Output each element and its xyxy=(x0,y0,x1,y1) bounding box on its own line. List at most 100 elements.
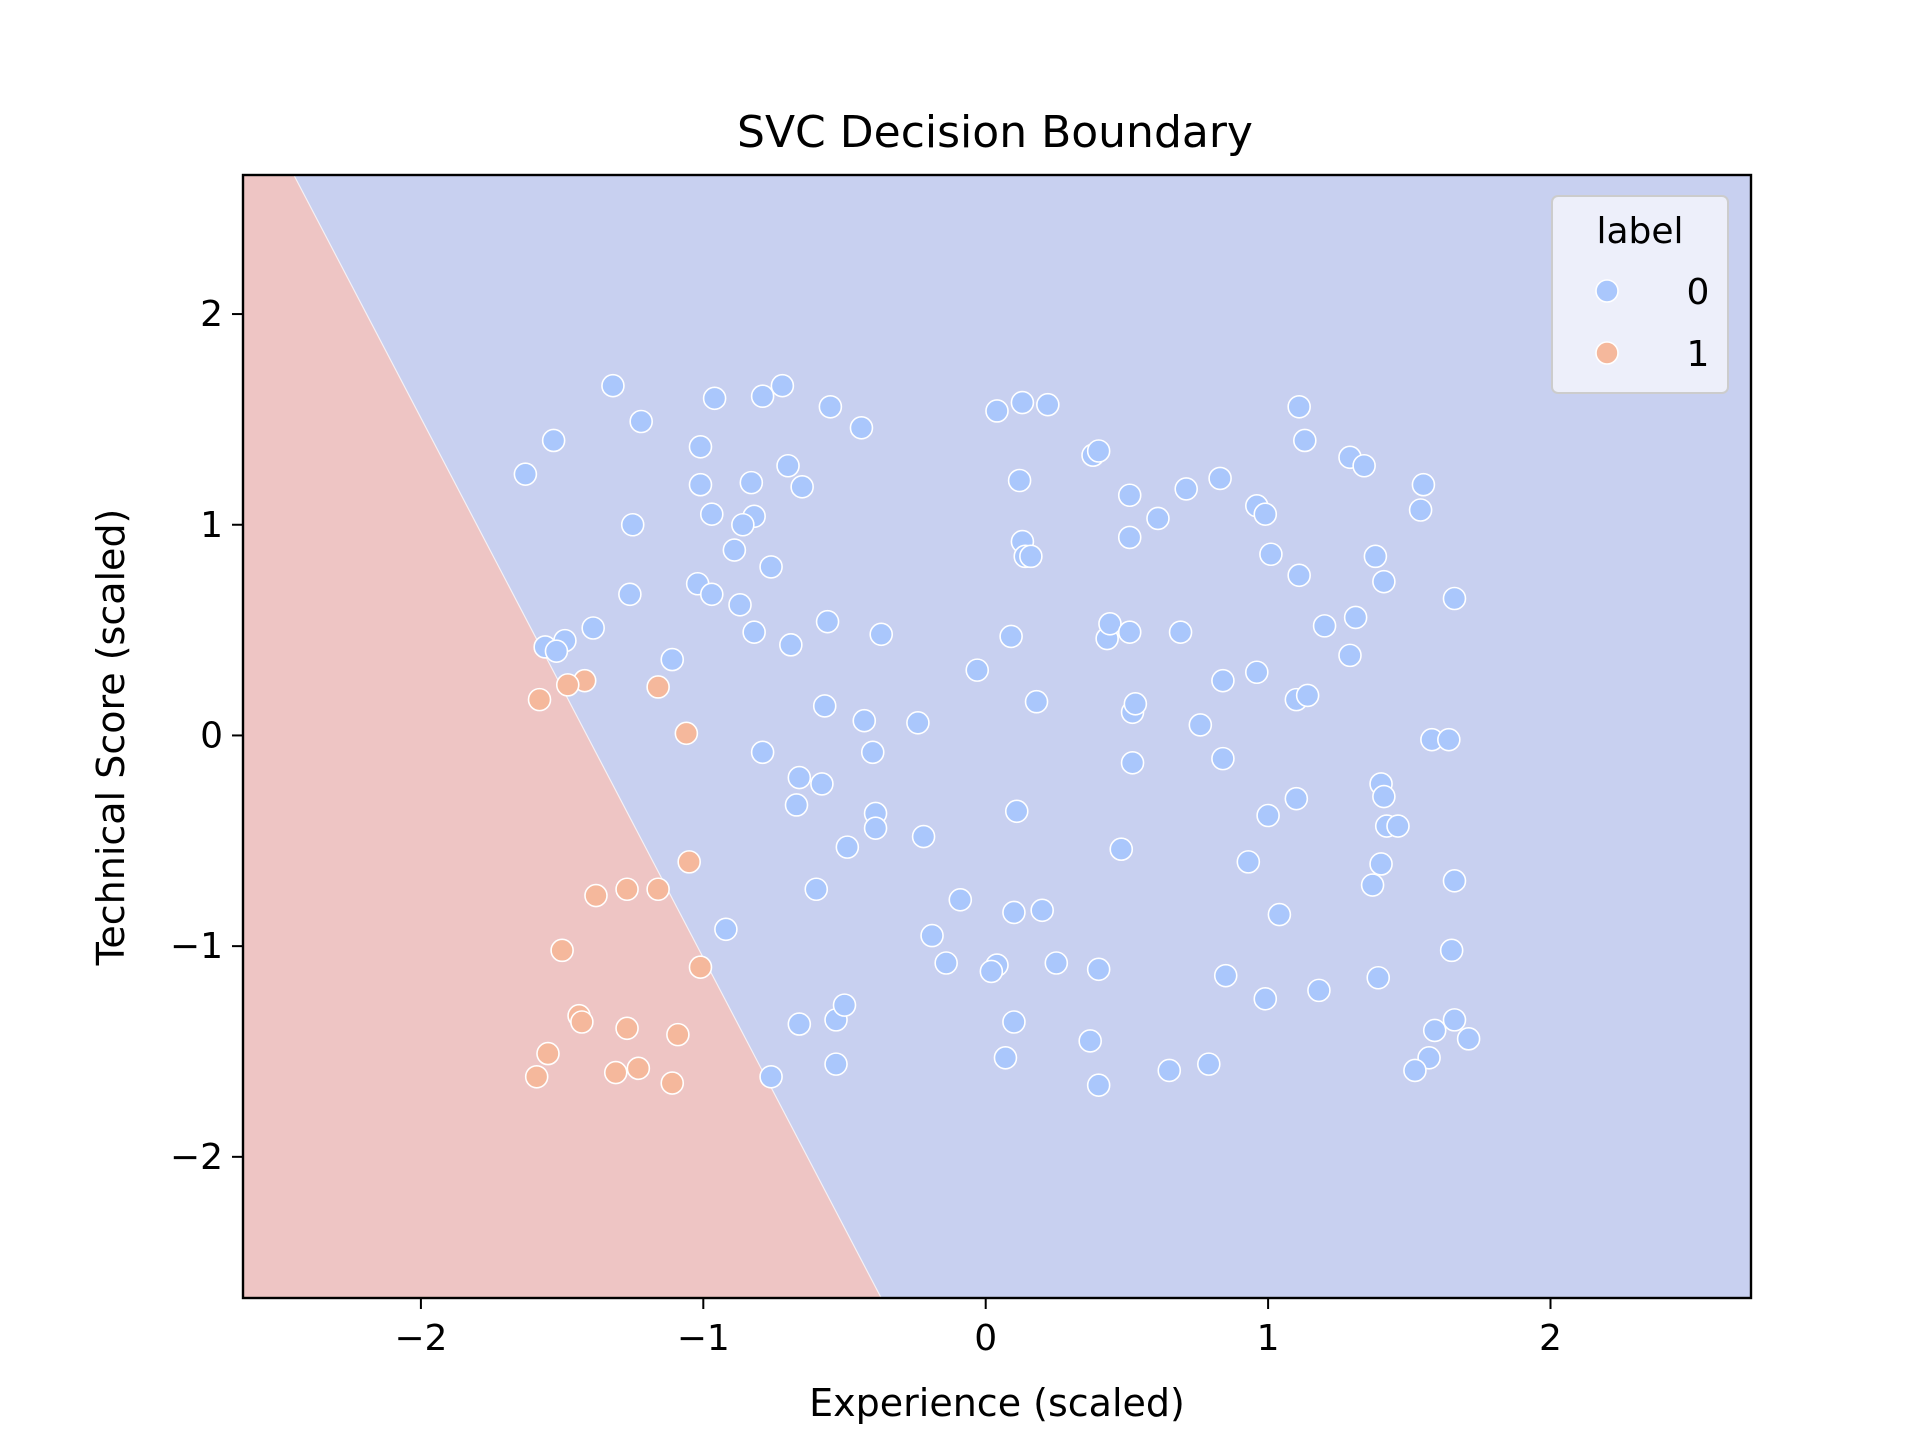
data-point-class-0 xyxy=(920,923,944,948)
data-point-class-0 xyxy=(1086,1073,1111,1097)
y-tick-label: 0 xyxy=(200,715,223,756)
data-point-class-0 xyxy=(779,633,803,657)
data-point-class-0 xyxy=(660,647,685,672)
data-point-class-0 xyxy=(1196,1052,1221,1076)
region-class-1 xyxy=(243,175,882,1298)
data-point-class-0 xyxy=(1098,611,1122,636)
data-point-class-0 xyxy=(731,512,755,537)
data-point-class-0 xyxy=(832,993,857,1017)
data-point-class-0 xyxy=(1211,746,1235,771)
data-point-class-0 xyxy=(1036,392,1060,417)
x-tick-label: −1 xyxy=(677,1318,730,1359)
region-class-0 xyxy=(293,175,1751,1298)
data-point-class-0 xyxy=(1369,852,1393,876)
data-point-class-0 xyxy=(869,622,894,647)
legend-box xyxy=(1551,195,1729,394)
legend-entries: 01 xyxy=(1595,272,1710,375)
data-point-class-0 xyxy=(1366,965,1391,990)
data-point-class-1 xyxy=(524,1064,549,1089)
data-point-class-0 xyxy=(1259,542,1283,567)
data-point-class-1 xyxy=(584,883,608,908)
data-point-class-1 xyxy=(550,938,574,963)
data-point-class-0 xyxy=(699,502,724,527)
data-point-class-0 xyxy=(1030,898,1054,923)
data-point-class-0 xyxy=(1360,873,1385,897)
data-point-class-0 xyxy=(1253,987,1278,1011)
data-point-class-0 xyxy=(1386,814,1410,838)
data-point-class-0 xyxy=(1019,544,1043,569)
data-point-class-0 xyxy=(699,582,724,607)
x-tick-label: 1 xyxy=(1257,1318,1280,1359)
data-point-class-0 xyxy=(1439,938,1464,963)
data-point-class-1 xyxy=(603,1060,628,1085)
data-point-class-0 xyxy=(999,624,1023,649)
legend-marker-1 xyxy=(1595,341,1619,365)
data-point-class-1 xyxy=(666,1022,690,1047)
data-point-class-0 xyxy=(849,416,874,440)
data-point-class-0 xyxy=(979,959,1004,984)
data-point-class-0 xyxy=(1174,477,1199,501)
data-point-class-0 xyxy=(1044,951,1069,975)
decision-boundary-line xyxy=(293,175,882,1298)
data-point-class-0 xyxy=(815,609,840,634)
y-tick-label: 2 xyxy=(200,294,223,335)
data-point-class-0 xyxy=(1123,692,1148,716)
data-point-class-0 xyxy=(1256,803,1280,828)
data-point-class-1 xyxy=(570,1010,594,1034)
data-point-class-0 xyxy=(581,616,605,640)
data-point-class-0 xyxy=(544,639,569,663)
legend-title: label xyxy=(1596,211,1683,252)
data-point-class-0 xyxy=(770,373,795,398)
data-point-class-0 xyxy=(776,453,800,478)
data-point-class-0 xyxy=(1287,563,1311,588)
data-point-class-0 xyxy=(1293,428,1317,453)
data-point-class-0 xyxy=(852,708,877,733)
data-point-class-1 xyxy=(555,673,580,697)
data-point-class-0 xyxy=(1442,586,1467,611)
data-point-class-0 xyxy=(1284,786,1309,811)
data-point-class-0 xyxy=(1078,1029,1102,1053)
data-point-class-0 xyxy=(618,582,642,607)
data-point-class-0 xyxy=(1411,472,1436,497)
data-point-class-0 xyxy=(742,620,766,645)
data-point-class-0 xyxy=(1363,544,1388,569)
data-point-class-0 xyxy=(1343,605,1368,630)
data-point-class-0 xyxy=(1408,498,1433,522)
data-point-class-0 xyxy=(965,658,990,682)
legend-label-0: 0 xyxy=(1687,272,1710,313)
data-point-class-0 xyxy=(993,1046,1018,1070)
data-point-class-0 xyxy=(1338,643,1362,668)
data-point-class-1 xyxy=(615,877,639,902)
data-point-class-0 xyxy=(629,409,653,434)
data-point-class-0 xyxy=(1208,466,1232,491)
data-point-class-0 xyxy=(1004,799,1029,824)
data-point-class-0 xyxy=(804,877,829,902)
data-point-class-0 xyxy=(1188,713,1213,737)
x-axis-label: Experience (scaled) xyxy=(809,1381,1185,1425)
data-point-class-0 xyxy=(824,1052,848,1076)
data-point-class-0 xyxy=(759,555,783,579)
data-point-class-1 xyxy=(527,687,552,712)
data-point-class-0 xyxy=(787,765,812,790)
data-point-class-0 xyxy=(513,462,538,486)
data-point-class-0 xyxy=(790,475,814,499)
data-point-class-0 xyxy=(863,816,888,840)
data-point-class-0 xyxy=(1437,727,1461,752)
data-point-class-0 xyxy=(812,694,837,718)
data-point-class-0 xyxy=(702,386,727,411)
data-point-class-0 xyxy=(728,593,752,617)
data-point-class-0 xyxy=(1024,689,1049,714)
data-point-class-1 xyxy=(626,1056,651,1081)
data-point-class-0 xyxy=(1168,620,1193,645)
chart-title: SVC Decision Boundary xyxy=(737,107,1253,158)
data-point-class-0 xyxy=(1372,569,1396,594)
data-point-class-0 xyxy=(1211,668,1235,693)
data-point-class-0 xyxy=(541,428,566,453)
data-point-class-0 xyxy=(714,917,738,942)
data-point-class-0 xyxy=(759,1064,783,1089)
data-point-class-0 xyxy=(1442,1008,1467,1032)
data-point-class-0 xyxy=(1312,614,1337,638)
legend-marker-0 xyxy=(1595,279,1619,303)
data-point-class-0 xyxy=(810,772,834,796)
